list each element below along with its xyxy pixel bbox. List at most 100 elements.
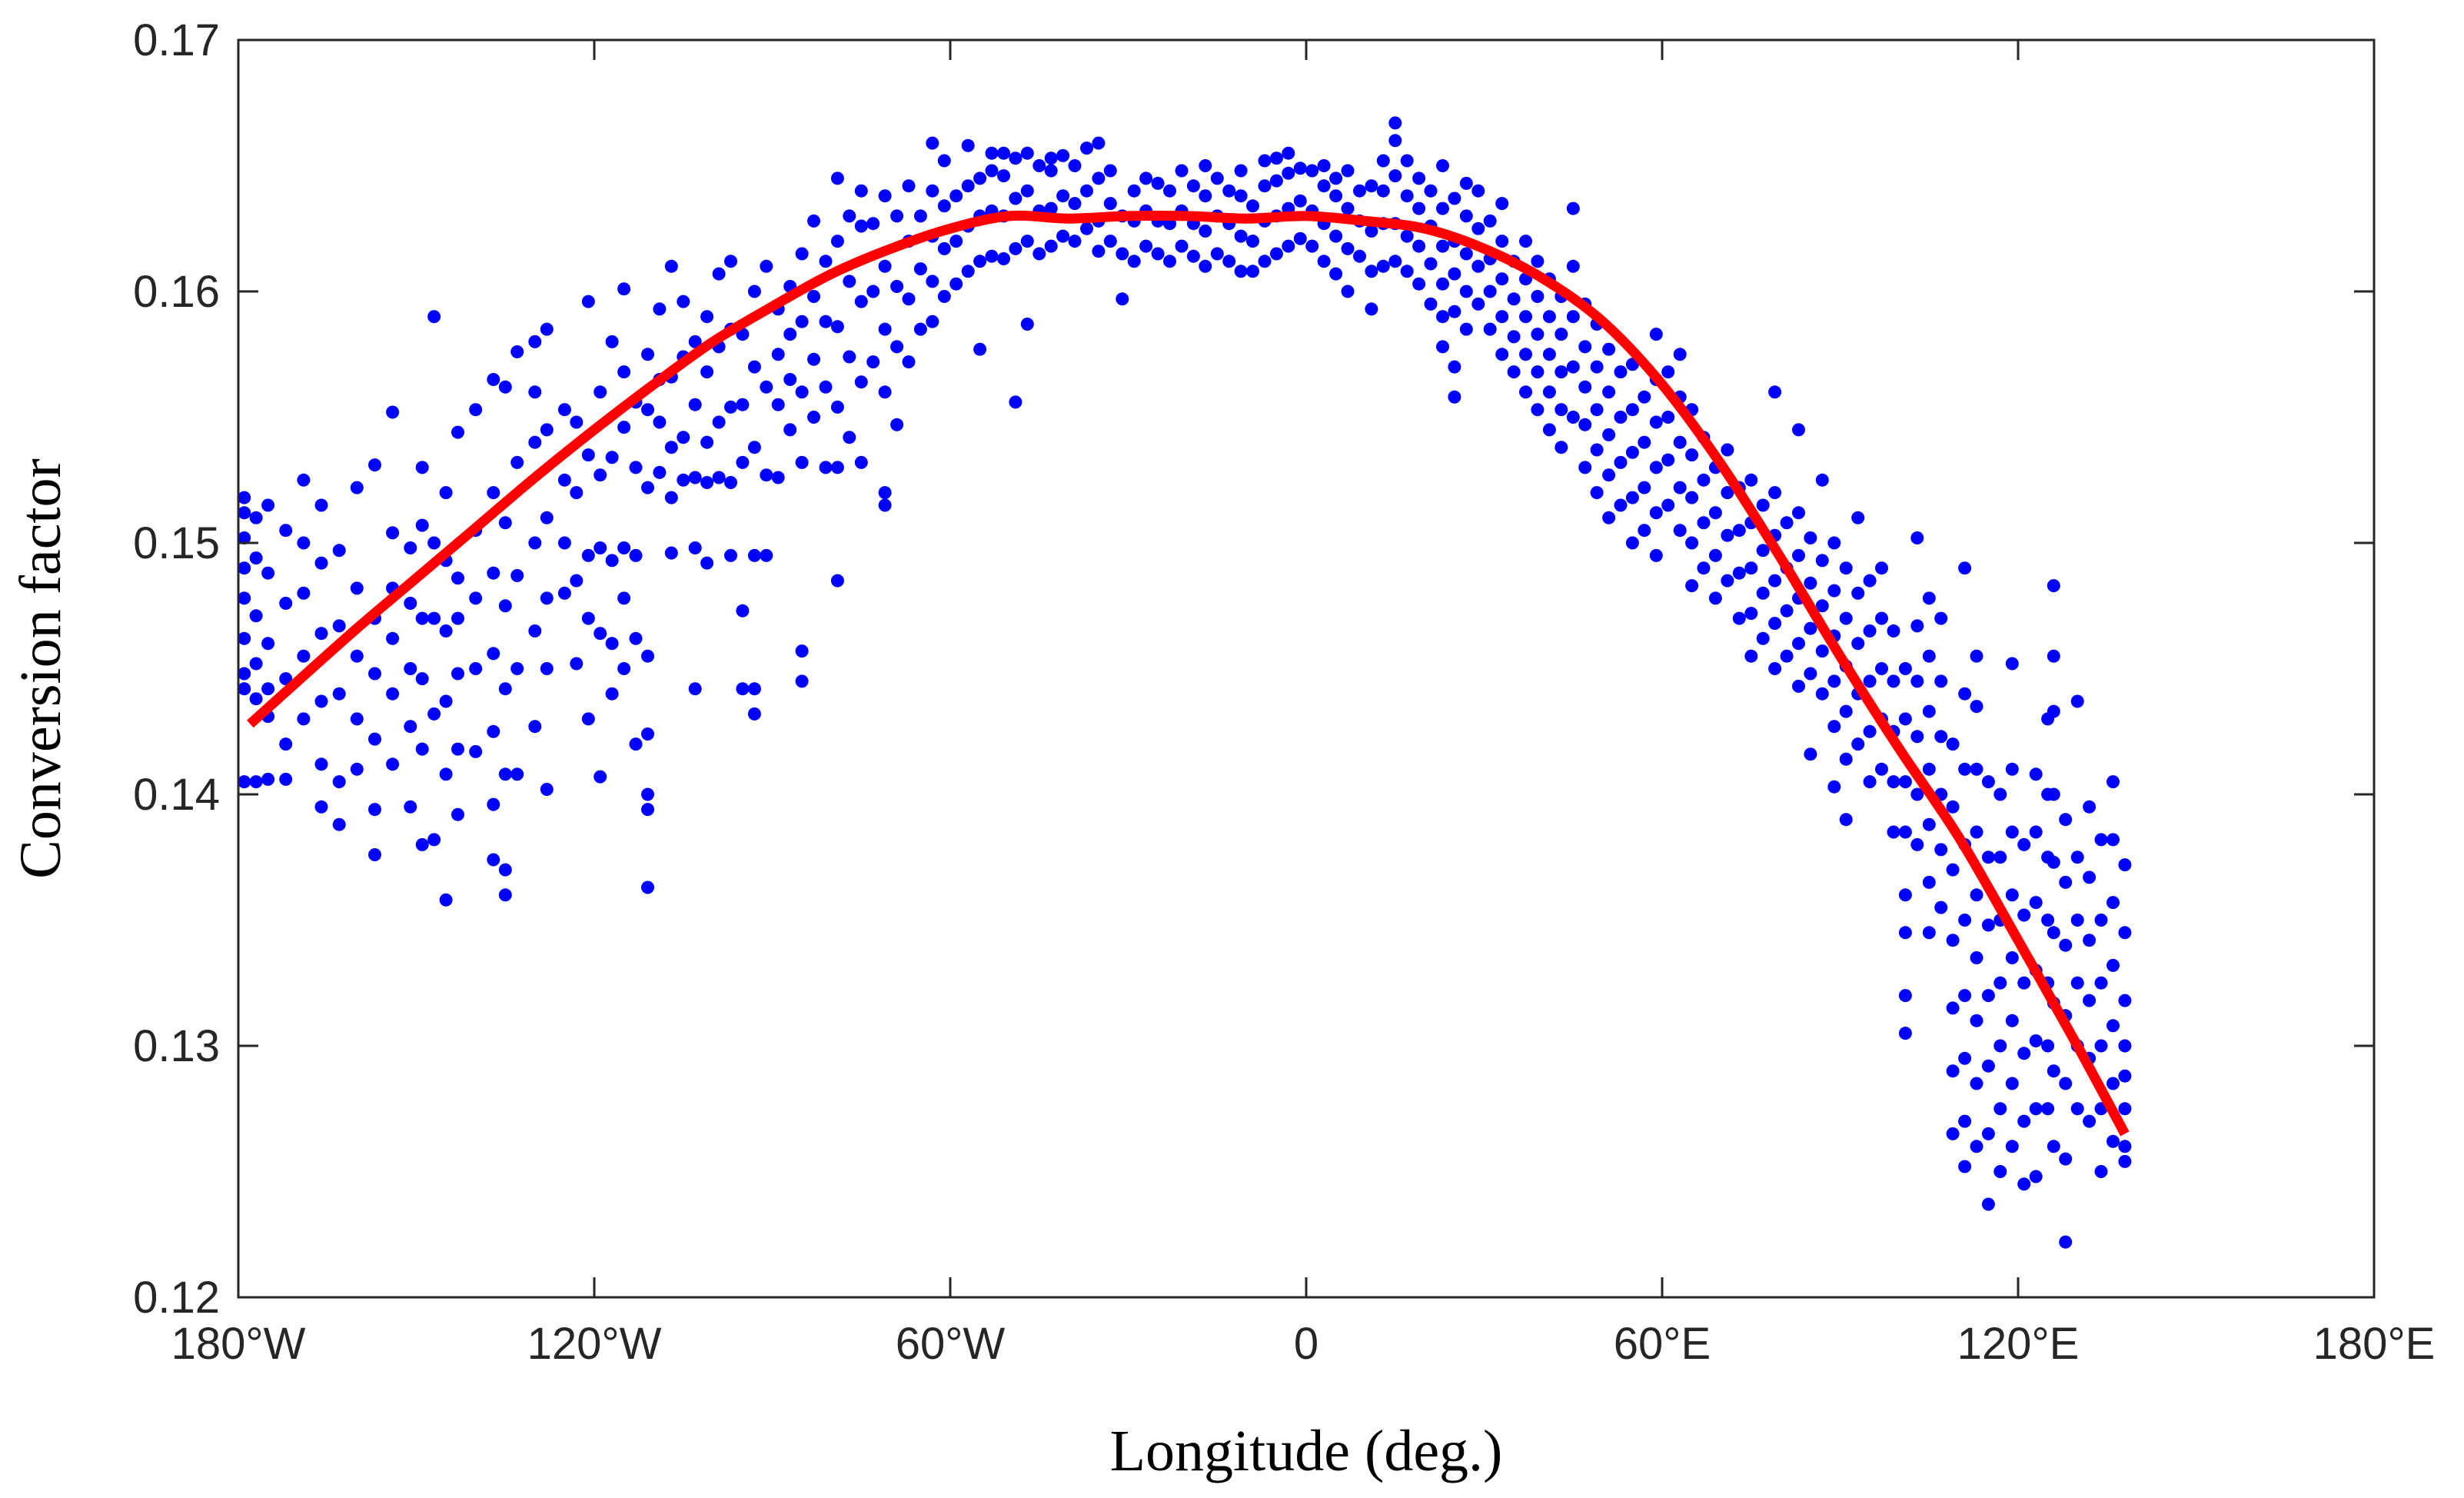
scatter-point	[1388, 134, 1402, 148]
scatter-point	[771, 348, 785, 361]
scatter-point	[249, 775, 263, 789]
x-tick-label: 180°W	[171, 1319, 306, 1369]
y-tick-label: 0.13	[133, 1021, 220, 1071]
scatter-point	[1934, 611, 1948, 625]
scatter-point	[427, 707, 441, 721]
scatter-point	[641, 403, 654, 417]
scatter-point	[1673, 348, 1687, 361]
scatter-point	[819, 315, 833, 328]
scatter-point	[1400, 189, 1414, 203]
scatter-point	[2041, 914, 2055, 927]
scatter-point	[949, 277, 963, 291]
scatter-point	[332, 619, 346, 633]
scatter-point	[985, 249, 999, 263]
scatter-point	[1839, 611, 1853, 625]
scatter-point	[1305, 164, 1319, 178]
scatter-point	[279, 524, 293, 538]
scatter-point	[1721, 528, 1734, 542]
scatter-point	[961, 179, 975, 193]
scatter-point	[688, 682, 702, 696]
scatter-point	[1222, 255, 1236, 268]
scatter-point	[1258, 154, 1272, 168]
scatter-point	[890, 280, 904, 293]
scatter-point	[570, 486, 584, 500]
scatter-point	[926, 184, 939, 198]
scatter-point	[1269, 151, 1283, 165]
scatter-point	[498, 516, 512, 530]
scatter-point	[581, 548, 595, 562]
scatter-point	[605, 687, 619, 701]
scatter-point	[297, 649, 311, 663]
scatter-point	[1068, 197, 1082, 211]
scatter-point	[1863, 674, 1877, 688]
scatter-point	[1424, 297, 1438, 311]
scatter-point	[1910, 730, 1924, 744]
scatter-point	[1993, 851, 2007, 864]
scatter-point	[261, 637, 275, 651]
scatter-point	[540, 511, 554, 524]
scatter-point	[688, 335, 702, 348]
scatter-point	[1934, 730, 1948, 744]
scatter-point	[594, 770, 607, 784]
scatter-point	[1566, 411, 1580, 424]
scatter-point	[439, 694, 453, 708]
scatter-point	[1400, 154, 1414, 168]
scatter-point	[1199, 159, 1212, 172]
scatter-point	[427, 310, 441, 324]
scatter-point	[1175, 164, 1189, 178]
scatter-point	[1471, 259, 1485, 273]
scatter-point	[641, 787, 654, 801]
scatter-point	[249, 511, 263, 524]
scatter-point	[937, 290, 951, 303]
scatter-point	[1732, 524, 1746, 538]
scatter-point	[1471, 297, 1485, 311]
scatter-point	[557, 473, 571, 487]
scatter-point	[1116, 247, 1129, 261]
scatter-point	[1744, 561, 1758, 575]
scatter-point	[605, 554, 619, 568]
scatter-point	[1329, 267, 1343, 281]
scatter-point	[1092, 171, 1106, 185]
scatter-point	[415, 672, 429, 686]
scatter-point	[1448, 191, 1461, 205]
scatter-point	[1958, 1114, 1972, 1128]
scatter-point	[1341, 201, 1355, 215]
scatter-point	[1471, 184, 1485, 198]
scatter-point	[1388, 255, 1402, 268]
scatter-point	[1946, 800, 1960, 814]
scatter-point	[878, 486, 892, 500]
scatter-point	[736, 455, 750, 469]
scatter-point	[1436, 340, 1449, 354]
scatter-point	[404, 662, 417, 675]
scatter-point	[1531, 328, 1545, 341]
scatter-point	[2107, 1019, 2120, 1033]
scatter-point	[677, 431, 690, 444]
scatter-point	[1970, 700, 1984, 714]
scatter-point	[1412, 239, 1426, 253]
scatter-point	[771, 471, 785, 484]
scatter-point	[1922, 649, 1936, 663]
scatter-point	[2005, 1077, 2019, 1090]
scatter-point	[1269, 174, 1283, 188]
scatter-point	[1531, 365, 1545, 379]
scatter-point	[2118, 1069, 2132, 1083]
scatter-point	[540, 783, 554, 796]
scatter-point	[783, 373, 797, 386]
scatter-point	[1898, 775, 1912, 789]
scatter-point	[1697, 516, 1711, 530]
scatter-point	[1436, 277, 1449, 291]
scatter-point	[1269, 247, 1283, 261]
scatter-point	[1922, 875, 1936, 889]
scatter-point	[2118, 1102, 2132, 1116]
scatter-point	[1970, 951, 1984, 964]
scatter-point	[1329, 189, 1343, 203]
scatter-point	[314, 498, 328, 512]
scatter-point	[368, 458, 381, 472]
scatter-point	[1673, 435, 1687, 449]
scatter-point	[1032, 247, 1046, 261]
scatter-point	[807, 290, 820, 303]
scatter-point	[1507, 292, 1521, 306]
scatter-point	[528, 624, 542, 637]
scatter-point	[1282, 239, 1295, 253]
scatter-point	[629, 548, 643, 562]
